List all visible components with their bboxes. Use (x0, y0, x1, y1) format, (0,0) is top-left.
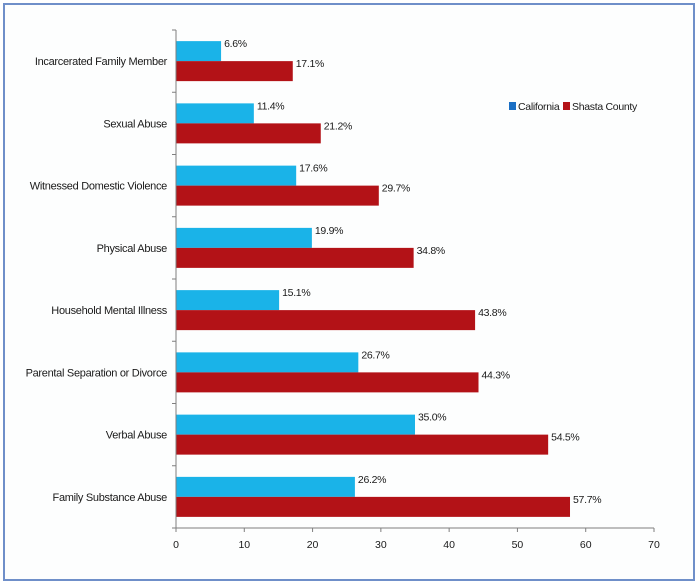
data-label-california-sexual-abuse: 11.4% (257, 100, 285, 112)
x-tick-label: 70 (648, 539, 660, 551)
data-label-shasta-county-verbal-abuse: 54.5% (551, 432, 579, 444)
bar-california-household-mental-illness (176, 290, 280, 311)
bar-california-sexual-abuse (176, 103, 254, 124)
legend-label-shasta-county: Shasta County (572, 101, 638, 113)
bar-california-parental-separation-or-divorce (176, 352, 359, 373)
x-tick-label: 50 (512, 539, 524, 551)
bar-shasta-county-family-substance-abuse (176, 496, 571, 517)
x-tick-label: 60 (580, 539, 592, 551)
data-label-california-family-substance-abuse: 26.2% (358, 474, 386, 486)
bar-california-verbal-abuse (176, 414, 415, 435)
data-label-california-parental-separation-or-divorce: 26.7% (361, 349, 389, 361)
data-label-shasta-county-witnessed-domestic-violence: 29.7% (382, 183, 410, 195)
data-label-shasta-county-physical-abuse: 34.8% (417, 245, 445, 257)
category-label-household-mental-illness: Household Mental Illness (51, 305, 168, 317)
category-label-physical-abuse: Physical Abuse (97, 243, 168, 255)
legend-swatch-california (509, 102, 516, 110)
x-tick-label: 40 (443, 539, 455, 551)
bar-california-physical-abuse (176, 227, 312, 248)
bar-shasta-county-physical-abuse (176, 247, 414, 268)
legend-label-california: California (518, 101, 560, 113)
x-tick-label: 20 (307, 539, 319, 551)
x-tick-label: 0 (173, 539, 179, 551)
data-label-shasta-county-incarcerated-family-member: 17.1% (296, 58, 324, 70)
data-label-california-incarcerated-family-member: 6.6% (224, 38, 247, 50)
bar-shasta-county-sexual-abuse (176, 123, 321, 144)
bar-shasta-county-household-mental-illness (176, 310, 476, 331)
bar-california-witnessed-domestic-violence (176, 165, 297, 186)
data-label-shasta-county-sexual-abuse: 21.2% (324, 120, 352, 132)
data-label-shasta-county-family-substance-abuse: 57.7% (573, 494, 601, 506)
category-label-family-substance-abuse: Family Substance Abuse (53, 492, 168, 504)
data-label-california-witnessed-domestic-violence: 17.6% (299, 163, 327, 175)
category-label-verbal-abuse: Verbal Abuse (106, 430, 167, 442)
legend-swatch-shasta-county (563, 102, 570, 110)
bar-shasta-county-incarcerated-family-member (176, 61, 293, 82)
data-label-shasta-county-household-mental-illness: 43.8% (478, 307, 506, 319)
bar-california-family-substance-abuse (176, 476, 355, 497)
data-label-shasta-county-parental-separation-or-divorce: 44.3% (482, 369, 510, 381)
legend: California Shasta County (509, 101, 638, 113)
category-label-sexual-abuse: Sexual Abuse (103, 118, 167, 130)
bar-shasta-county-verbal-abuse (176, 434, 549, 455)
data-label-california-household-mental-illness: 15.1% (282, 287, 310, 299)
bar-shasta-county-witnessed-domestic-violence (176, 185, 379, 206)
x-tick-label: 10 (238, 539, 250, 551)
category-label-incarcerated-family-member: Incarcerated Family Member (35, 56, 168, 68)
category-label-parental-separation-or-divorce: Parental Separation or Divorce (26, 367, 168, 379)
x-tick-label: 30 (375, 539, 387, 551)
data-label-california-physical-abuse: 19.9% (315, 225, 343, 237)
bar-california-incarcerated-family-member (176, 41, 222, 62)
category-label-witnessed-domestic-violence: Witnessed Domestic Violence (30, 181, 167, 193)
data-label-california-verbal-abuse: 35.0% (418, 412, 446, 424)
bar-shasta-county-parental-separation-or-divorce (176, 372, 479, 393)
